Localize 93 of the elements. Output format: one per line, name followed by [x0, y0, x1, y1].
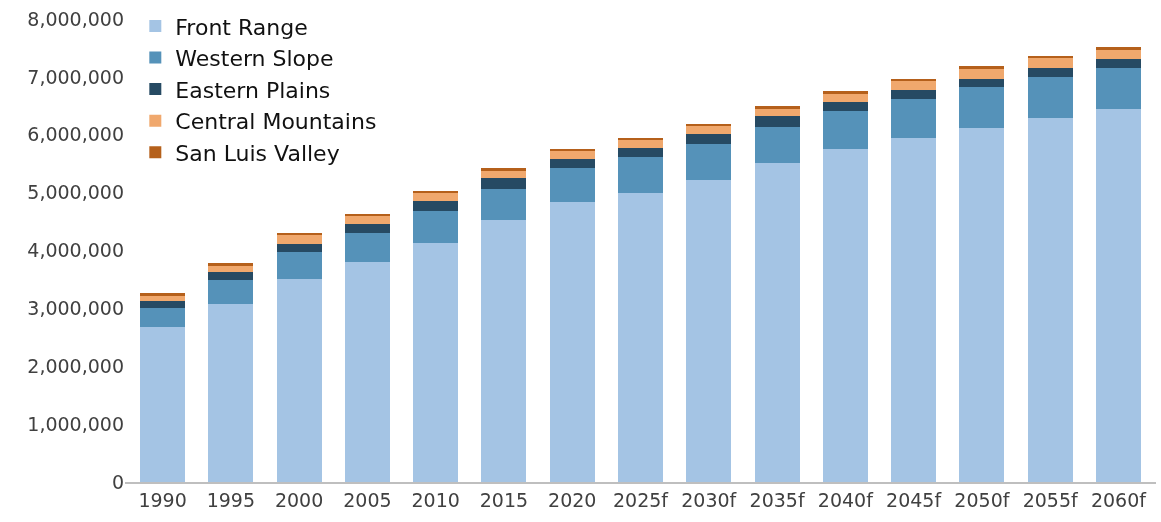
bar	[413, 242, 459, 482]
bar	[686, 134, 732, 145]
bar	[617, 157, 664, 193]
bar	[1095, 108, 1141, 482]
legend-label: Central Mountains	[175, 109, 377, 135]
bar	[140, 295, 186, 301]
legend-label: Front Range	[175, 14, 308, 40]
bar	[1027, 117, 1073, 482]
y-tick-label: 3,000,000	[27, 297, 124, 320]
x-tick-label: 2020	[548, 488, 597, 511]
bar	[891, 98, 937, 139]
y-tick-label: 2,000,000	[27, 354, 124, 377]
bar	[617, 139, 664, 149]
bar	[481, 188, 527, 221]
bar	[549, 150, 595, 160]
y-tick-label: 6,000,000	[27, 123, 124, 146]
y-tick-label: 8,000,000	[27, 7, 124, 30]
bar	[617, 192, 664, 482]
bar	[754, 106, 800, 109]
bar	[1027, 68, 1073, 77]
legend-label: San Luis Valley	[175, 140, 340, 166]
bar	[1027, 58, 1073, 69]
bar	[140, 300, 186, 308]
y-tick-label: 0	[111, 470, 124, 493]
bar	[1095, 68, 1141, 109]
bar	[1095, 58, 1141, 69]
y-tick-label: 5,000,000	[27, 181, 124, 204]
x-tick-label: 2010	[411, 488, 460, 511]
bar	[822, 102, 868, 112]
bar	[891, 89, 937, 99]
bar	[754, 126, 800, 164]
x-tick-label: 2045f	[886, 488, 943, 511]
bar	[891, 138, 937, 482]
x-tick-label: 2000	[274, 488, 324, 511]
bar	[1027, 76, 1073, 118]
bar	[686, 144, 732, 180]
bar	[208, 304, 254, 482]
bar	[959, 87, 1005, 128]
bar	[481, 168, 527, 171]
bar	[140, 292, 186, 296]
x-tick-label: 2030f	[681, 488, 738, 511]
bar	[959, 78, 1005, 88]
x-tick-label: 2055f	[1022, 488, 1079, 511]
bar	[549, 159, 595, 169]
bar	[754, 163, 800, 482]
bar	[344, 262, 390, 482]
bar	[549, 202, 595, 482]
bar	[276, 235, 322, 244]
bar	[617, 148, 664, 158]
bar	[481, 220, 527, 482]
y-tick-label: 7,000,000	[27, 65, 124, 88]
bar	[344, 233, 390, 263]
legend-label: Eastern Plains	[175, 77, 331, 103]
bar	[959, 127, 1005, 482]
bar	[891, 80, 937, 90]
bar	[413, 211, 459, 243]
x-tick-label: 1990	[138, 488, 187, 511]
bar	[208, 263, 254, 266]
bar	[140, 307, 186, 327]
x-tick-label: 2050f	[954, 488, 1011, 511]
bar	[822, 91, 868, 94]
bar	[140, 326, 186, 482]
x-tick-label: 2040f	[817, 488, 875, 511]
x-tick-label: 2060f	[1090, 488, 1148, 511]
x-tick-label: 2005	[343, 488, 392, 511]
bar	[276, 243, 322, 253]
bar	[959, 68, 1005, 79]
bar	[413, 192, 459, 202]
bar	[686, 125, 732, 135]
y-tick-label: 1,000,000	[27, 412, 124, 435]
y-tick-label: 4,000,000	[27, 239, 124, 262]
x-tick-label: 2035f	[749, 488, 806, 511]
bar	[1095, 47, 1141, 50]
bar	[822, 149, 868, 482]
bar	[959, 66, 1005, 69]
bar	[549, 168, 595, 203]
bar	[276, 278, 322, 482]
bar	[413, 190, 459, 193]
bar	[686, 179, 732, 482]
bar	[413, 201, 459, 212]
bar	[822, 111, 868, 150]
bar	[208, 272, 254, 281]
bar	[344, 215, 390, 224]
x-tick-label: 2015	[479, 488, 529, 511]
bar	[754, 116, 800, 127]
bar	[208, 280, 254, 305]
legend-label: Western Slope	[175, 46, 334, 72]
bar	[481, 178, 527, 189]
x-tick-label: 1995	[206, 488, 256, 511]
x-tick-label: 2025f	[612, 488, 670, 511]
bar	[1095, 49, 1141, 59]
bar	[276, 252, 322, 279]
bar	[344, 223, 390, 234]
